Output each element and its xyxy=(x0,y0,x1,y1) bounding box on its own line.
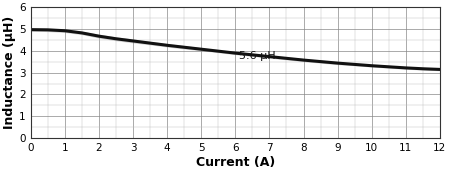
Y-axis label: Inductance (μH): Inductance (μH) xyxy=(4,16,17,129)
Text: 5.6 μH: 5.6 μH xyxy=(239,51,275,61)
X-axis label: Current (A): Current (A) xyxy=(196,155,275,169)
